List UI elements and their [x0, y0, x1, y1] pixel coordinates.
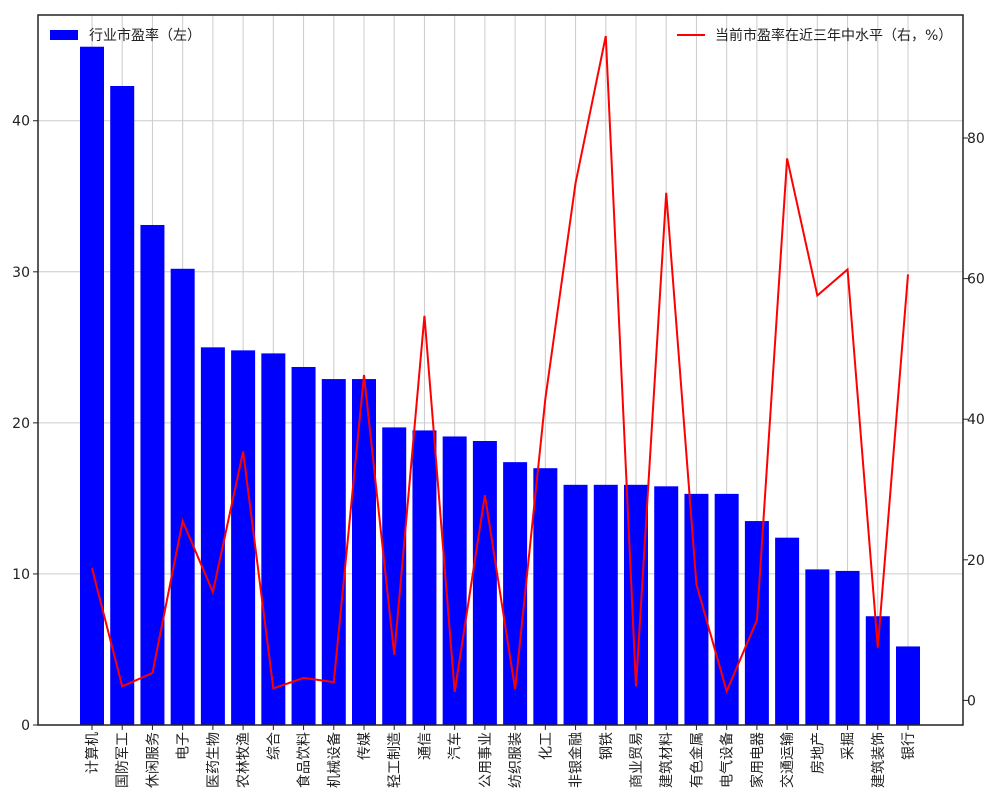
bar	[321, 379, 346, 725]
bar	[865, 616, 890, 725]
category-label: 传媒	[357, 732, 373, 760]
bar	[533, 468, 558, 725]
category-label: 轻工制造	[387, 732, 403, 788]
bar	[261, 353, 286, 725]
left-tick-label: 10	[12, 567, 30, 583]
bar	[714, 493, 739, 725]
category-label: 食品饮料	[296, 732, 313, 788]
category-label: 家用电器	[749, 732, 766, 788]
bar	[593, 484, 618, 725]
right-tick-label: 60	[967, 272, 985, 288]
category-label: 公用事业	[478, 732, 494, 788]
bar	[744, 521, 769, 725]
plot-frame	[37, 14, 964, 726]
bar	[563, 484, 588, 725]
category-label: 休闲服务	[145, 732, 161, 788]
category-label: 电子	[176, 732, 192, 760]
bar	[684, 493, 709, 725]
right-tick-label: 80	[967, 131, 985, 147]
category-label: 国防军工	[115, 732, 131, 788]
category-label: 交通运输	[779, 732, 796, 788]
category-label: 机械设备	[326, 732, 343, 788]
category-label: 非银金融	[569, 732, 585, 788]
category-label: 有色金属	[688, 732, 705, 788]
bar	[231, 350, 256, 725]
bar	[896, 646, 920, 725]
category-label: 钢铁	[599, 732, 615, 760]
category-label: 建筑材料	[659, 732, 675, 788]
right-tick-label: 0	[967, 693, 976, 709]
bar	[80, 46, 104, 726]
left-tick-label: 0	[21, 718, 30, 734]
category-label: 计算机	[85, 732, 101, 774]
right-tick-label: 40	[967, 412, 985, 428]
legend-bar-label: 行业市盈率（左）	[89, 27, 201, 44]
category-label: 银行	[901, 732, 917, 760]
category-label: 综合	[266, 732, 282, 760]
category-label: 通信	[417, 732, 433, 760]
category-label: 医药生物	[206, 732, 222, 788]
bar	[775, 537, 800, 725]
bar	[412, 430, 437, 725]
bar	[291, 366, 316, 725]
category-label: 房地产	[810, 732, 826, 774]
bar	[805, 569, 830, 725]
bar	[503, 462, 528, 725]
left-tick-label: 20	[12, 416, 30, 432]
series-line	[91, 35, 909, 695]
bar	[654, 486, 679, 725]
bar	[200, 347, 225, 725]
category-label: 建筑装饰	[871, 732, 887, 788]
category-label: 农林牧渔	[236, 732, 252, 788]
category-label: 电气设备	[719, 732, 736, 788]
bar	[170, 268, 195, 725]
legend-line-label: 当前市盈率在近三年中水平（右，%）	[715, 27, 952, 44]
bar	[352, 379, 376, 725]
category-label: 化工	[538, 732, 554, 760]
left-tick-label: 40	[12, 114, 30, 130]
category-label: 采掘	[841, 732, 857, 760]
left-tick-label: 30	[12, 265, 30, 281]
category-label: 商业贸易	[629, 732, 645, 788]
right-tick-label: 20	[967, 553, 985, 569]
bar	[472, 441, 497, 725]
legend-bar-swatch	[50, 30, 78, 40]
bar	[140, 224, 165, 725]
category-label: 汽车	[447, 732, 464, 760]
category-label: 纺织服装	[508, 732, 524, 788]
bar	[835, 570, 860, 725]
bar	[110, 86, 135, 725]
